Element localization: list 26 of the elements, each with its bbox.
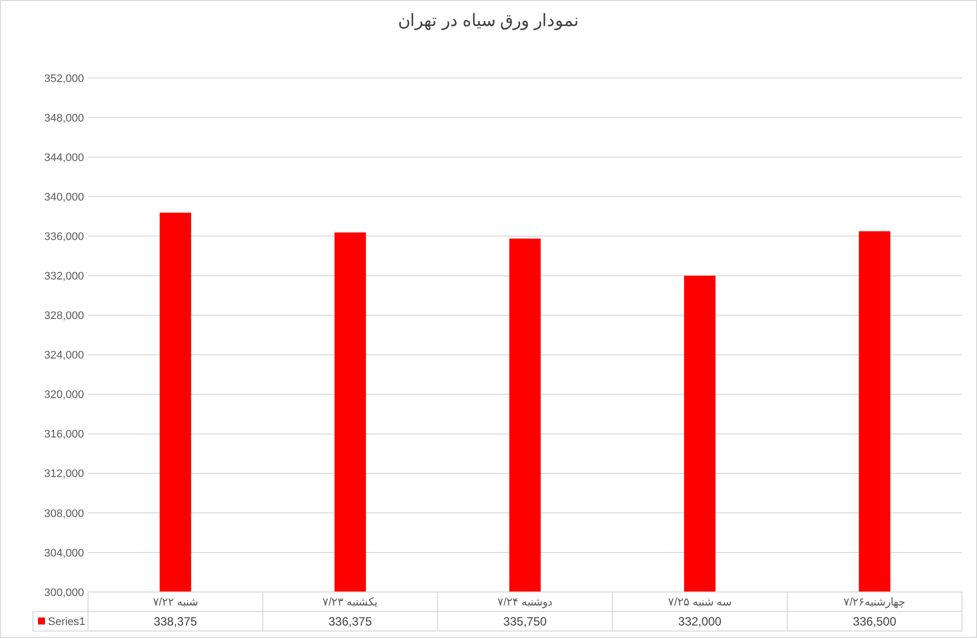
- y-tick-label: 316,000: [44, 428, 84, 441]
- y-tick-label: 324,000: [44, 350, 84, 362]
- y-tick-label: 312,000: [44, 468, 84, 480]
- x-tick-label: چهارشنبه۷/۲۶: [844, 596, 906, 609]
- y-tick-label: 304,000: [44, 547, 84, 560]
- y-tick-label: 352,000: [44, 72, 84, 85]
- y-tick-label: 308,000: [44, 508, 84, 520]
- y-tick-label: 320,000: [44, 389, 84, 402]
- x-tick-label: یکشنبه ۷/۲۳: [322, 596, 378, 609]
- chart-title: نمودار ورق سیاه در تهران: [398, 11, 579, 31]
- y-tick-label: 336,000: [44, 231, 84, 244]
- x-tick-label: شنبه ۷/۲۲: [152, 596, 198, 609]
- y-tick-label: 328,000: [44, 310, 84, 322]
- y-tick-label: 344,000: [44, 152, 84, 164]
- y-tick-label: 340,000: [44, 191, 84, 204]
- data-label: 336,500: [852, 614, 897, 628]
- legend-label: Series1: [48, 616, 86, 628]
- data-label: 336,375: [328, 614, 372, 628]
- data-label: 335,750: [503, 614, 548, 628]
- x-tick-label: سه شنبه ۷/۲۵: [668, 596, 732, 609]
- data-label: 338,375: [154, 614, 198, 628]
- x-tick-label: دوشنبه ۷/۲۴: [497, 596, 553, 609]
- y-tick-label: 332,000: [44, 270, 84, 283]
- y-tick-label: 348,000: [44, 112, 84, 124]
- data-label: 332,000: [678, 614, 722, 628]
- y-tick-label: 300,000: [44, 586, 84, 599]
